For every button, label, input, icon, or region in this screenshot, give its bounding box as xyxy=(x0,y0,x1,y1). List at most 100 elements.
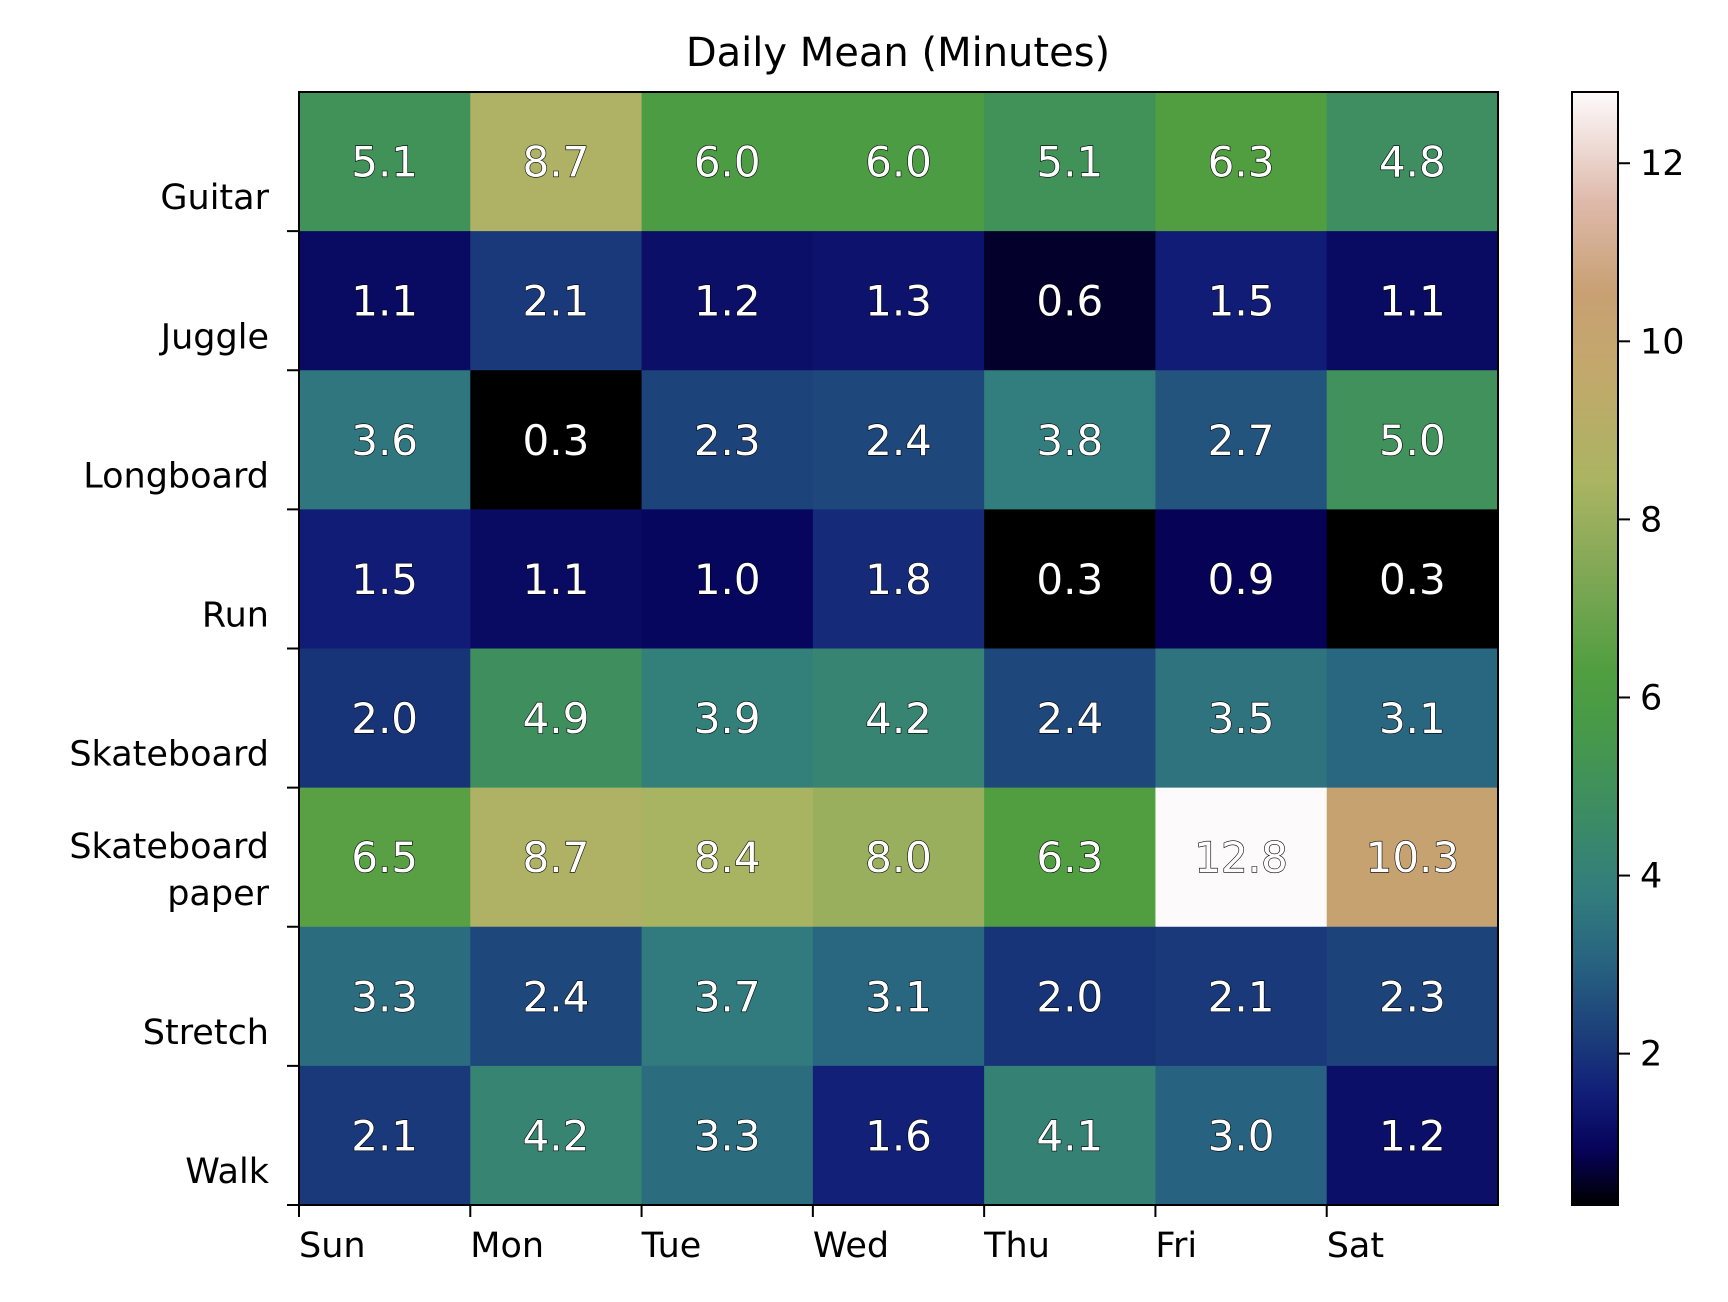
y-tick-label: Stretch xyxy=(143,1013,269,1053)
heatmap-cell xyxy=(1326,92,1499,232)
y-tick-label: Longboard xyxy=(83,456,269,496)
heatmap-cell xyxy=(299,370,471,510)
x-tick-label: Sat xyxy=(1327,1226,1384,1266)
heatmap-cell xyxy=(984,926,1157,1067)
cell-value-label: 0.3 xyxy=(1379,555,1446,604)
cell-value-label: 3.0 xyxy=(1208,1111,1275,1160)
cell-value-label: 2.0 xyxy=(351,694,418,743)
heatmap-cell xyxy=(299,787,471,928)
cell-value-label: 2.4 xyxy=(1036,694,1103,743)
cell-value-label: 8.0 xyxy=(865,833,932,882)
heatmap-cell xyxy=(812,1065,985,1206)
cell-value-label: 1.3 xyxy=(865,277,932,326)
heatmap-cell xyxy=(1155,926,1328,1067)
heatmap-cell xyxy=(1326,370,1499,510)
heatmap-cell xyxy=(641,231,814,371)
colorbar xyxy=(1572,92,1618,1205)
cell-value-label: 6.3 xyxy=(1208,138,1275,187)
cell-value-label: 2.1 xyxy=(1208,972,1275,1021)
y-tick-label: Walk xyxy=(185,1152,270,1192)
cell-value-label: 3.5 xyxy=(1208,694,1275,743)
cell-value-label: 5.1 xyxy=(1036,138,1103,187)
cell-value-label: 3.7 xyxy=(694,972,761,1021)
x-tick-label: Wed xyxy=(813,1226,889,1266)
cell-value-label: 6.0 xyxy=(865,138,932,187)
heatmap-cell xyxy=(984,1065,1157,1206)
cell-value-label: 1.8 xyxy=(865,555,932,604)
x-tick-label: Thu xyxy=(983,1226,1050,1266)
heatmap-cell xyxy=(984,92,1157,232)
cell-value-label: 2.7 xyxy=(1208,416,1275,465)
cell-value-label: 3.9 xyxy=(694,694,761,743)
cell-value-label: 2.4 xyxy=(865,416,932,465)
heatmap-cell xyxy=(1155,370,1328,510)
cell-value-label: 8.4 xyxy=(694,833,761,882)
cell-value-label: 1.1 xyxy=(351,277,418,326)
cell-value-label: 8.7 xyxy=(523,138,590,187)
cell-value-label: 1.6 xyxy=(865,1111,932,1160)
y-tick-label: Guitar xyxy=(160,178,269,218)
cell-value-label: 2.3 xyxy=(1379,972,1446,1021)
heatmap-cell xyxy=(641,648,814,789)
cell-value-label: 1.2 xyxy=(694,277,761,326)
heatmap-cell xyxy=(299,92,471,232)
heatmap-cell xyxy=(470,1065,643,1206)
colorbar-tick-label: 12 xyxy=(1640,144,1685,184)
heatmap-cell xyxy=(470,509,643,650)
cell-value-label: 3.3 xyxy=(351,972,418,1021)
colorbar-frame xyxy=(1571,91,1619,1206)
heatmap-cell xyxy=(299,509,471,650)
cell-value-label: 6.3 xyxy=(1036,833,1103,882)
colorbar-tick-label: 2 xyxy=(1640,1035,1662,1075)
y-tick-label: Skateboard xyxy=(69,735,269,775)
cell-value-label: 3.1 xyxy=(865,972,932,1021)
heatmap-cell xyxy=(1155,648,1328,789)
heatmap-cell xyxy=(641,787,814,928)
heatmap-cell xyxy=(299,648,471,789)
heatmap-cell xyxy=(1155,787,1328,928)
cell-value-label: 0.3 xyxy=(1036,555,1103,604)
heatmap-cell xyxy=(1155,1065,1328,1206)
chart-title: Daily Mean (Minutes) xyxy=(686,30,1110,76)
cell-value-label: 1.0 xyxy=(694,555,761,604)
x-tick-label: Sun xyxy=(299,1226,366,1266)
y-tick-label: Juggle xyxy=(159,317,269,357)
heatmap-cell xyxy=(641,370,814,510)
cell-value-label: 4.8 xyxy=(1379,138,1446,187)
cell-value-label: 4.1 xyxy=(1036,1111,1103,1160)
cell-value-label: 2.4 xyxy=(523,972,590,1021)
y-tick-label: Skateboard paper xyxy=(69,827,269,914)
cell-value-label: 4.2 xyxy=(523,1111,590,1160)
cell-value-label: 1.1 xyxy=(1379,277,1446,326)
heatmap-cell xyxy=(299,231,471,371)
cell-value-label: 1.5 xyxy=(351,555,418,604)
heatmap-cell xyxy=(812,370,985,510)
cell-value-label: 10.3 xyxy=(1366,833,1460,882)
cell-value-label: 1.2 xyxy=(1379,1111,1446,1160)
colorbar-tick-label: 8 xyxy=(1640,500,1662,540)
heatmap-cell xyxy=(1326,648,1499,789)
heatmap-cell xyxy=(1326,1065,1499,1206)
heatmap-cell xyxy=(984,509,1157,650)
cell-value-label: 3.3 xyxy=(694,1111,761,1160)
heatmap-cell xyxy=(470,926,643,1067)
cell-value-label: 0.6 xyxy=(1036,277,1103,326)
heatmap-cell xyxy=(1326,926,1499,1067)
cell-value-label: 0.9 xyxy=(1208,555,1275,604)
heatmap-cell xyxy=(641,926,814,1067)
heatmap-cell xyxy=(470,92,643,232)
cell-value-label: 2.1 xyxy=(523,277,590,326)
cell-value-label: 1.5 xyxy=(1208,277,1275,326)
heatmap-cell xyxy=(812,231,985,371)
heatmap-cell xyxy=(470,648,643,789)
cell-value-label: 8.7 xyxy=(523,833,590,882)
heatmap-cell xyxy=(984,231,1157,371)
colorbar-tick-label: 10 xyxy=(1640,322,1685,362)
x-tick-label: Mon xyxy=(470,1226,544,1266)
cell-value-label: 2.3 xyxy=(694,416,761,465)
heatmap-cell xyxy=(1326,509,1499,650)
cell-value-label: 3.1 xyxy=(1379,694,1446,743)
cell-value-label: 5.1 xyxy=(351,138,418,187)
colorbar-tick-label: 4 xyxy=(1640,857,1662,897)
cell-value-label: 12.8 xyxy=(1194,833,1288,882)
